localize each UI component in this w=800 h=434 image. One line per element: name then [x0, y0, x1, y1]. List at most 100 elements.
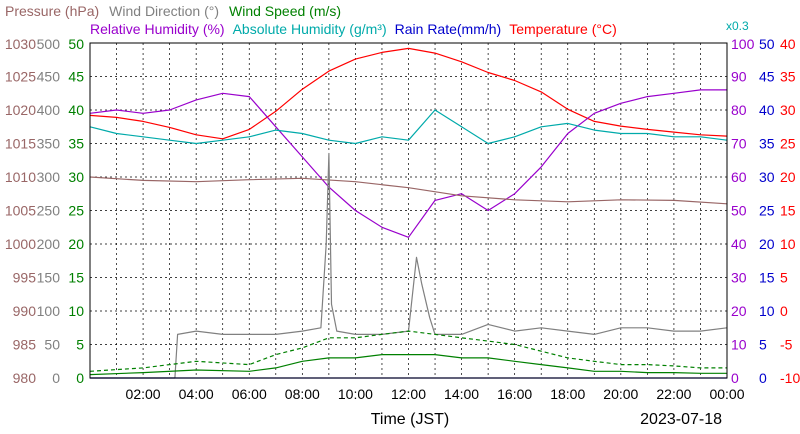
- y-tick-label: 1010: [5, 169, 36, 185]
- y-tick-label: 20: [780, 169, 796, 185]
- x-tick-label: 16:00: [497, 386, 532, 402]
- y-tick-label: 25: [759, 203, 775, 219]
- legend-entry: Relative Humidity (%): [90, 21, 225, 37]
- y-tick-label: 30: [780, 102, 796, 118]
- legend: Pressure (hPa) Wind Direction (°) Wind Spe…: [5, 3, 749, 37]
- y-tick-label: 1000: [5, 236, 36, 252]
- y-tick-label: 50: [44, 337, 60, 353]
- y-tick-label: 500: [37, 36, 61, 52]
- y-tick-label: 0: [731, 370, 739, 386]
- y-tick-label: 60: [731, 169, 747, 185]
- x-tick-label: 08:00: [285, 386, 320, 402]
- legend-entry: Absolute Humidity (g/m³): [233, 21, 387, 37]
- y-tick-label: 450: [37, 69, 61, 85]
- y-tick-label: 985: [13, 337, 37, 353]
- y-tick-label: 1020: [5, 102, 36, 118]
- y-tick-label: 45: [68, 69, 84, 85]
- axes: 9809859909951000100510101015102010251030…: [5, 36, 800, 386]
- y-tick-label: 50: [731, 203, 747, 219]
- y-tick-label: 50: [68, 36, 84, 52]
- scale-note: x0.3: [726, 19, 749, 33]
- y-tick-label: 20: [731, 303, 747, 319]
- y-tick-label: 995: [13, 270, 37, 286]
- y-tick-label: 1025: [5, 69, 36, 85]
- y-tick-label: 350: [37, 136, 61, 152]
- y-tick-label: -5: [780, 337, 793, 353]
- y-tick-label: 150: [37, 270, 61, 286]
- x-tick-label: 10:00: [338, 386, 373, 402]
- legend-entry: Rain Rate(mm/h): [395, 21, 502, 37]
- y-tick-label: 25: [68, 203, 84, 219]
- x-tick-label: 22:00: [656, 386, 691, 402]
- legend-entry: Temperature (°C): [509, 21, 617, 37]
- x-axis-label: Time (JST): [371, 411, 450, 428]
- x-tick-label: 20:00: [603, 386, 638, 402]
- x-tick-label: 18:00: [550, 386, 585, 402]
- series-line-relative_humidity: [89, 89, 727, 238]
- y-tick-label: 40: [68, 102, 84, 118]
- x-tick-label: 04:00: [179, 386, 214, 402]
- y-tick-label: 5: [759, 337, 767, 353]
- y-tick-label: 40: [731, 236, 747, 252]
- y-tick-label: 50: [759, 36, 775, 52]
- y-tick-label: 35: [68, 136, 84, 152]
- y-tick-label: 90: [731, 69, 747, 85]
- y-tick-label: 0: [780, 303, 788, 319]
- series-line-pressure: [89, 176, 728, 205]
- x-axis: 02:00 04:00 06:00 08:00 10:00 12:00 14:00 16:00…: [126, 386, 745, 428]
- y-tick-label: 990: [13, 303, 37, 319]
- y-tick-label: 25: [780, 136, 796, 152]
- y-tick-label: 10: [759, 303, 775, 319]
- y-tick-label: 20: [759, 236, 775, 252]
- y-tick-label: 35: [780, 69, 796, 85]
- y-tick-label: 200: [37, 236, 61, 252]
- y-tick-label: 1015: [5, 136, 36, 152]
- y-tick-label: 40: [759, 102, 775, 118]
- y-tick-label: 0: [76, 370, 84, 386]
- y-tick-label: 70: [731, 136, 747, 152]
- chart-date: 2023-07-18: [640, 411, 722, 428]
- y-tick-label: 5: [780, 270, 788, 286]
- y-tick-label: 10: [780, 236, 796, 252]
- legend-entry: Wind Speed (m/s): [229, 3, 341, 19]
- y-tick-label: -10: [780, 370, 800, 386]
- y-tick-label: 40: [780, 36, 796, 52]
- y-tick-label: 35: [759, 136, 775, 152]
- x-tick-label: 06:00: [232, 386, 267, 402]
- y-tick-label: 400: [37, 102, 61, 118]
- y-tick-label: 0: [52, 370, 60, 386]
- x-tick-label: 02:00: [126, 386, 161, 402]
- plot-frame: [89, 42, 728, 379]
- y-tick-label: 30: [68, 169, 84, 185]
- y-tick-label: 1030: [5, 36, 36, 52]
- series-line-wind_gust: [89, 330, 727, 372]
- y-tick-label: 15: [68, 270, 84, 286]
- series-line-absolute_humidity: [89, 109, 728, 145]
- legend-entry: Pressure (hPa): [5, 3, 99, 19]
- y-tick-label: 5: [76, 337, 84, 353]
- x-tick-label: 00:00: [709, 386, 744, 402]
- y-tick-label: 10: [731, 337, 747, 353]
- y-tick-label: 80: [731, 102, 747, 118]
- series-line-temperature: [89, 47, 728, 140]
- legend-entry: Wind Direction (°): [109, 3, 219, 19]
- y-tick-label: 45: [759, 69, 775, 85]
- y-tick-label: 15: [780, 203, 796, 219]
- y-tick-label: 980: [13, 370, 37, 386]
- x-tick-label: 14:00: [444, 386, 479, 402]
- plot-grid: [90, 43, 727, 378]
- y-tick-label: 20: [68, 236, 84, 252]
- y-tick-label: 0: [759, 370, 767, 386]
- y-tick-label: 1005: [5, 203, 36, 219]
- series-line-wind_speed: [89, 354, 727, 376]
- y-tick-label: 300: [37, 169, 61, 185]
- y-tick-label: 15: [759, 270, 775, 286]
- y-tick-label: 100: [37, 303, 61, 319]
- y-tick-label: 30: [731, 270, 747, 286]
- x-tick-label: 12:00: [391, 386, 426, 402]
- y-tick-label: 100: [731, 36, 755, 52]
- y-tick-label: 10: [68, 303, 84, 319]
- y-tick-label: 30: [759, 169, 775, 185]
- y-tick-label: 250: [37, 203, 61, 219]
